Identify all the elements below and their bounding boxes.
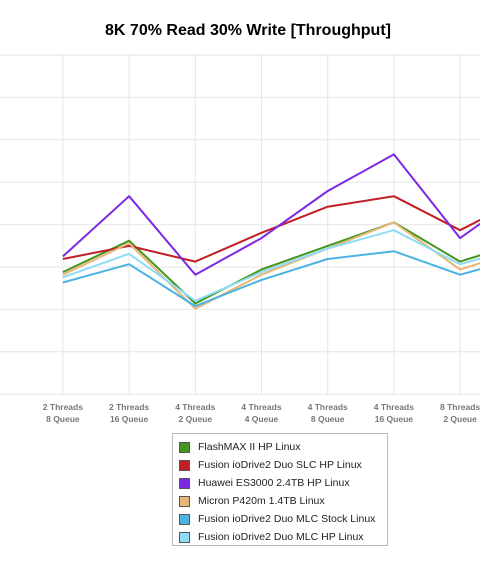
x-tick-label: 2 Queue	[443, 414, 477, 424]
legend-item: Fusion ioDrive2 Duo MLC Stock Linux	[179, 510, 387, 528]
chart-title: 8K 70% Read 30% Write [Throughput]	[105, 22, 391, 39]
legend-label: Micron P420m 1.4TB Linux	[198, 495, 325, 507]
series-line-5	[62, 250, 480, 308]
legend-item: Huawei ES3000 2.4TB HP Linux	[179, 474, 387, 492]
x-tick-label: 8 Threads	[440, 402, 480, 412]
x-tick-label: 4 Threads	[241, 402, 281, 412]
legend-label: Fusion ioDrive2 Duo SLC HP Linux	[198, 459, 362, 471]
legend-swatch	[179, 513, 190, 525]
series-line-3	[62, 153, 480, 276]
legend-label: FlashMAX II HP Linux	[198, 441, 301, 453]
x-tick-label: 8 Queue	[46, 414, 80, 424]
series-lines	[62, 153, 480, 310]
x-tick-label: 2 Threads	[109, 402, 149, 412]
legend-swatch	[179, 459, 190, 471]
legend-label: Huawei ES3000 2.4TB HP Linux	[198, 477, 350, 489]
x-tick-label: 2 Queue	[179, 414, 213, 424]
legend-swatch	[179, 477, 190, 489]
legend-item: Fusion ioDrive2 Duo SLC HP Linux	[179, 456, 387, 474]
x-tick-label: 4 Threads	[374, 402, 414, 412]
series-line-2	[62, 195, 480, 263]
gridlines	[0, 54, 480, 395]
legend-item: Micron P420m 1.4TB Linux	[179, 492, 387, 510]
x-tick-label: 4 Threads	[175, 402, 215, 412]
series-line-1	[62, 221, 480, 305]
legend-item: FlashMAX II HP Linux	[179, 438, 387, 456]
x-tick-label: 4 Threads	[308, 402, 348, 412]
x-tick-label: 8 Queue	[311, 414, 345, 424]
legend: FlashMAX II HP Linux Fusion ioDrive2 Duo …	[172, 433, 388, 546]
legend-label: Fusion ioDrive2 Duo MLC Stock Linux	[198, 513, 376, 525]
x-tick-label: 16 Queue	[110, 414, 149, 424]
x-tick-label: 16 Queue	[375, 414, 414, 424]
x-tick-label: 4 Queue	[245, 414, 279, 424]
x-axis-tick-labels: 2 Threads 8 Queue 2 Threads 16 Queue 4 Threa…	[43, 402, 480, 424]
x-tick-label: 2 Threads	[43, 402, 83, 412]
legend-item: Fusion ioDrive2 Duo MLC HP Linux	[179, 528, 387, 546]
legend-label: Fusion ioDrive2 Duo MLC HP Linux	[198, 531, 364, 543]
series-line-6	[62, 229, 480, 302]
legend-swatch	[179, 495, 190, 507]
series-line-4	[62, 221, 480, 310]
legend-swatch	[179, 531, 190, 543]
legend-swatch	[179, 441, 190, 453]
